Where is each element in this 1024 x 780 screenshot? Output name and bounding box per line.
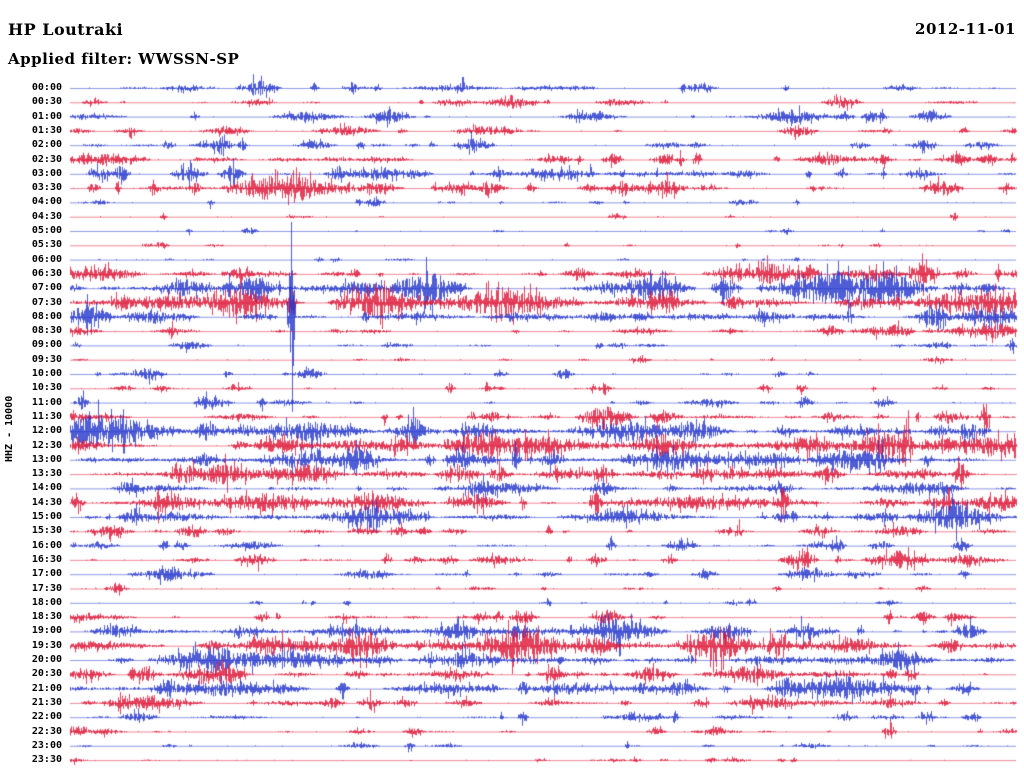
time-label: 19:00 [31, 625, 62, 637]
time-label: 01:00 [31, 110, 62, 122]
time-label: 14:00 [31, 482, 62, 494]
time-label: 08:30 [31, 325, 62, 337]
time-label: 18:00 [31, 596, 62, 608]
time-label: 07:00 [31, 282, 62, 294]
time-label: 15:30 [31, 525, 62, 537]
time-label: 04:30 [31, 210, 62, 222]
time-label: 23:00 [31, 739, 62, 751]
time-label: 22:00 [31, 711, 62, 723]
time-label: 05:00 [31, 225, 62, 236]
time-label: 13:00 [31, 453, 62, 465]
time-label: 13:30 [31, 468, 62, 480]
time-label: 11:30 [31, 410, 62, 422]
time-label: 20:30 [31, 668, 62, 680]
time-label: 17:00 [31, 568, 62, 580]
time-label: 20:00 [31, 654, 62, 665]
time-label: 05:30 [31, 239, 62, 251]
time-label: 10:00 [31, 368, 62, 379]
time-label: 23:30 [31, 754, 62, 766]
time-label: 21:00 [31, 682, 62, 694]
time-label: 17:30 [31, 582, 62, 594]
time-label: 03:00 [31, 167, 62, 179]
time-label: 14:30 [31, 496, 62, 508]
time-label: 04:00 [31, 196, 62, 208]
time-label: 07:30 [31, 296, 62, 308]
time-label: 11:00 [31, 396, 62, 408]
time-label: 03:30 [31, 182, 62, 194]
filter-label: Applied filter: WWSSN-SP [8, 50, 240, 68]
time-label: 01:30 [31, 124, 62, 136]
time-label: 10:30 [31, 382, 62, 394]
time-label: 21:30 [31, 696, 62, 708]
time-label: 12:30 [31, 439, 62, 451]
time-label: 09:30 [31, 353, 62, 365]
time-label: 08:00 [31, 310, 62, 322]
time-label: 06:30 [31, 267, 62, 279]
time-label: 02:30 [31, 153, 62, 165]
station-title: HP Loutraki [8, 20, 124, 39]
time-label: 18:30 [31, 611, 62, 623]
y-axis-label: HHZ - 10000 [4, 395, 15, 462]
time-label: 19:30 [31, 639, 62, 651]
date-label: 2012-11-01 [915, 20, 1016, 38]
time-label: 00:30 [31, 96, 62, 108]
time-label: 12:00 [31, 425, 62, 437]
time-label: 02:00 [31, 139, 62, 151]
time-label: 16:00 [31, 539, 62, 551]
time-label: 00:00 [31, 82, 62, 93]
time-label: 06:00 [31, 253, 62, 265]
time-label: 15:00 [31, 511, 62, 522]
time-label: 16:30 [31, 553, 62, 565]
time-label: 09:00 [31, 339, 62, 351]
time-label: 22:30 [31, 725, 62, 737]
